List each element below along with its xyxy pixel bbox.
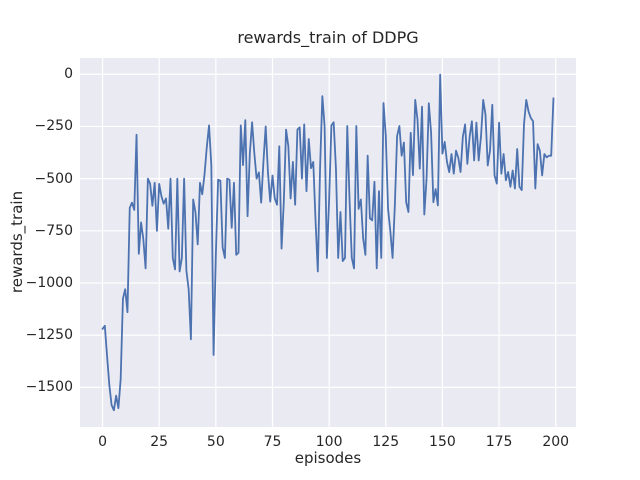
y-tick-label: −250 bbox=[34, 118, 73, 135]
x-tick-label: 0 bbox=[98, 434, 107, 450]
series-line-rewards_train bbox=[101, 73, 555, 412]
x-tick-label: 125 bbox=[372, 434, 400, 450]
y-tick-label: −1000 bbox=[25, 274, 73, 291]
y-tick-label: −500 bbox=[34, 170, 73, 187]
chart-title: rewards_train of DDPG bbox=[237, 28, 419, 47]
x-tick-label: 100 bbox=[315, 434, 343, 450]
y-tick-label: −1500 bbox=[25, 379, 73, 396]
y-axis-label-text: rewards_train bbox=[8, 190, 26, 294]
y-tick-label: −1250 bbox=[25, 327, 73, 344]
x-tick-label: 50 bbox=[206, 434, 225, 450]
series-lines bbox=[101, 73, 555, 412]
x-tick-label: 25 bbox=[150, 434, 169, 450]
x-tick-label: 150 bbox=[429, 434, 456, 450]
x-tick-label: 200 bbox=[542, 434, 570, 450]
x-tick-label: 175 bbox=[485, 434, 513, 450]
x-tick-label: 75 bbox=[263, 434, 282, 450]
x-axis-label: episodes bbox=[294, 449, 362, 467]
y-tick-label: −750 bbox=[34, 222, 73, 239]
y-tick-label: 0 bbox=[64, 66, 73, 83]
